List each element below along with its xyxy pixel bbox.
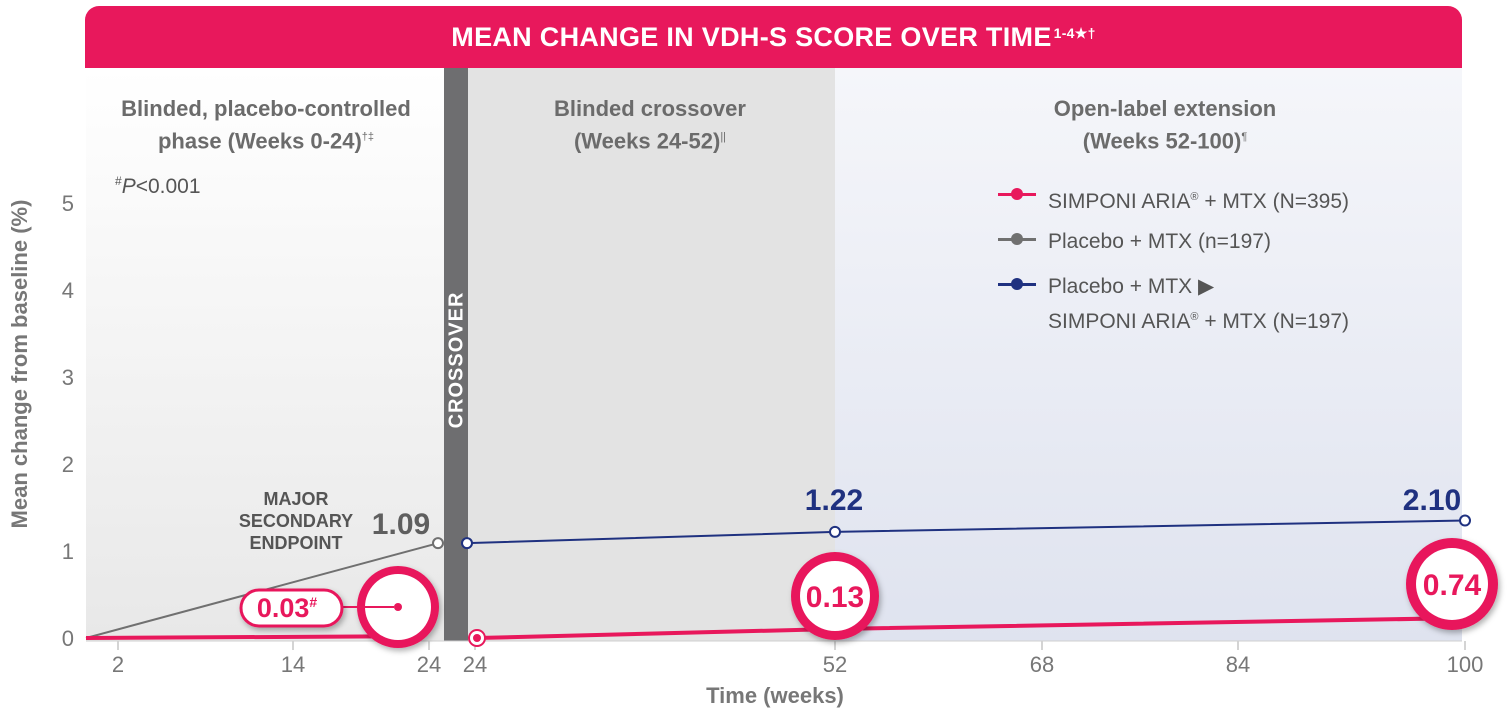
endpoint-label: MAJOR SECONDARY ENDPOINT: [224, 488, 368, 554]
legend-crossover-name: SIMPONI ARIA: [1048, 310, 1191, 333]
x-tick-label: 2: [112, 652, 124, 677]
simponi-point-24-left: [394, 603, 402, 611]
callout-pill-003: [239, 588, 344, 628]
phase1-sup: †‡: [361, 131, 375, 143]
y-tick-label: 4: [62, 278, 74, 303]
pvalue-rest: <0.001: [135, 175, 201, 198]
value-label-210: 2.10: [1403, 484, 1461, 517]
phase2-background: [468, 68, 835, 641]
pvalue-sup: #: [115, 174, 122, 188]
x-axis-label: Time (weeks): [706, 683, 844, 708]
crossover-point: [829, 525, 841, 538]
endpoint-line2: SECONDARY: [238, 511, 354, 531]
crossover-label: CROSSOVER: [446, 290, 468, 430]
x-tick-label: 52: [823, 652, 847, 677]
phase3-line1: Open-label extension: [1053, 96, 1277, 121]
value-label-109: 1.09: [372, 508, 430, 541]
phase1-title: Blinded, placebo-controlled phase (Weeks…: [88, 94, 444, 155]
crossover-point: [461, 537, 473, 550]
phase3-title: Open-label extension (Weeks 52-100)¶: [980, 94, 1350, 155]
phase1-line1: Blinded, placebo-controlled: [121, 96, 411, 121]
y-tick-label: 0: [62, 626, 74, 651]
legend-crossover-rest: + MTX (N=197): [1198, 310, 1350, 333]
phase1-background: [86, 68, 444, 641]
callout-inner-013: [800, 561, 870, 631]
chart-title-text: MEAN CHANGE IN VDH-S SCORE OVER TIME: [451, 21, 1052, 52]
chart-title-sup: 1-4★†: [1053, 24, 1096, 41]
value-label-122: 1.22: [805, 484, 863, 517]
endpoint-line1: MAJOR: [263, 489, 329, 509]
y-tick-label: 1: [62, 539, 74, 564]
legend-label-simponi: SIMPONI ARIA® + MTX (N=395): [1048, 182, 1349, 217]
legend-marker-crossover: [1011, 278, 1023, 290]
legend-crossover-line1: Placebo + MTX ▶: [1048, 275, 1215, 298]
legend-crossover-sup: ®: [1190, 311, 1199, 323]
y-tick-label: 5: [62, 191, 74, 216]
legend-marker-simponi: [1011, 188, 1023, 200]
legend-simponi-sup: ®: [1190, 191, 1199, 203]
pvalue-p: P: [121, 175, 136, 198]
legend-simponi-rest: + MTX (N=395): [1198, 190, 1350, 213]
value-label-074: 0.74: [1423, 569, 1482, 602]
simponi-line-phase1: [85, 634, 399, 640]
title-bar: [85, 6, 1462, 68]
phase2-title: Blinded crossover (Weeks 24-52)||: [480, 94, 820, 155]
y-axis-label: Mean change from baseline (%): [7, 199, 32, 529]
legend-label-placebo: Placebo + MTX (n=197): [1048, 230, 1271, 253]
x-axis-ticks: 2 14 24 24 52 68 84 100: [86, 640, 1484, 677]
placebo-point: [432, 537, 444, 550]
pvalue-note: #P<0.001: [115, 174, 201, 199]
x-tick-label: 24: [463, 652, 487, 677]
x-tick-label: 100: [1447, 652, 1484, 677]
crossover-point: [1459, 514, 1471, 527]
phase3-background: [835, 68, 1462, 641]
value-label-013: 0.13: [806, 581, 864, 614]
x-tick-label: 68: [1030, 652, 1054, 677]
x-tick-label: 84: [1226, 652, 1250, 677]
chart-title: MEAN CHANGE IN VDH-S SCORE OVER TIME 1-4★…: [85, 6, 1462, 68]
phase2-line1: Blinded crossover: [554, 96, 746, 121]
legend-label-crossover: Placebo + MTX ▶ SIMPONI ARIA® + MTX (N=1…: [1048, 272, 1349, 337]
simponi-point-24-center: [473, 634, 481, 642]
callout-inner-074: [1416, 548, 1488, 620]
x-tick-label: 24: [417, 652, 441, 677]
phase2-sup: ||: [720, 131, 727, 143]
phase3-line2: (Weeks 52-100): [1082, 128, 1242, 154]
phase2-line2: (Weeks 24-52): [573, 128, 721, 154]
y-tick-label: 3: [62, 365, 74, 390]
value-label-003: 0.03#: [257, 593, 318, 623]
x-tick-label: 14: [281, 652, 305, 677]
legend-simponi-name: SIMPONI ARIA: [1048, 190, 1191, 213]
crossover-text: CROSSOVER: [445, 291, 468, 429]
endpoint-line3: ENDPOINT: [249, 533, 343, 553]
phase3-sup: ¶: [1241, 131, 1248, 143]
phase1-line2: phase (Weeks 0-24): [157, 128, 362, 154]
value-callouts: 0.03# 0.13 0.74 1.09 1.22 2.10: [239, 484, 1498, 648]
legend-marker-placebo: [1011, 233, 1023, 245]
y-axis-ticks: 0 1 2 3 4 5: [62, 191, 74, 651]
value-label-003-sup: #: [309, 594, 317, 610]
y-tick-label: 2: [62, 452, 74, 477]
